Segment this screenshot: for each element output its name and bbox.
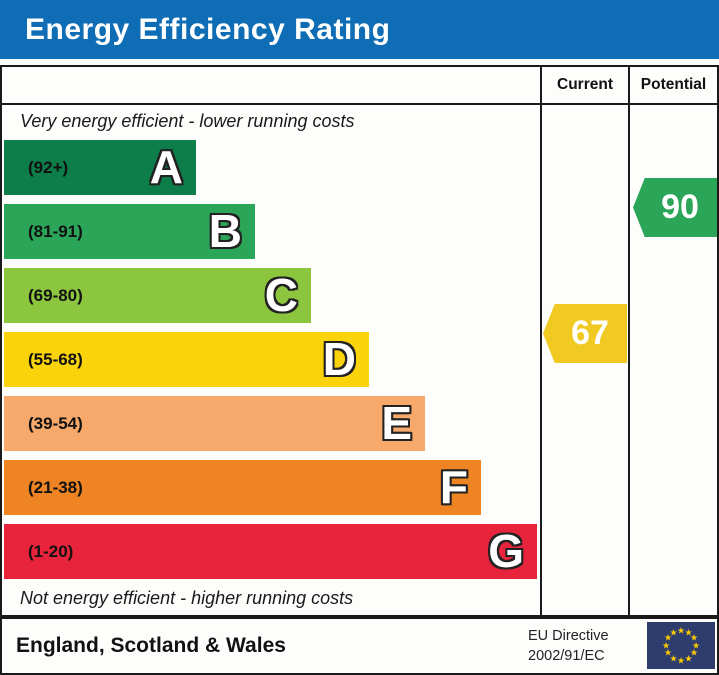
band-range-label: (1-20) [28,541,74,561]
bottom-note: Not energy efficient - higher running co… [20,588,354,608]
band-letter: F [439,460,468,513]
eu-star-icon: ★ [669,627,678,637]
current-rating-marker: 67 [543,304,627,363]
potential-rating-marker: 90 [633,178,717,237]
band-range-label: (92+) [28,157,69,177]
region-label: England, Scotland & Wales [16,634,286,657]
eu-star-icon: ★ [689,647,699,658]
top-note: Very energy efficient - lower running co… [20,111,355,131]
eu-directive-line1: EU Directive [528,628,609,644]
band-row-d: (55-68) D [4,332,369,387]
current-rating-value: 67 [571,314,609,352]
eu-star-icon: ★ [689,632,699,643]
column-header-potential: Potential [640,76,707,93]
band-range-label: (69-80) [28,285,83,305]
eu-star-icon: ★ [663,647,673,658]
eu-star-icon: ★ [684,627,693,637]
column-divider [628,67,630,615]
eu-star-icon: ★ [676,625,686,635]
band-range-label: (81-91) [28,221,83,241]
band-letter: G [488,524,524,577]
header-divider [2,103,717,105]
footer: England, Scotland & Wales EU Directive 2… [0,617,719,675]
band-letter: A [149,140,183,193]
title-bar: Energy Efficiency Rating [0,0,719,59]
band-row-g: (1-20) G [4,524,537,579]
column-header-current: Current [557,76,613,93]
eu-directive-line2: 2002/91/EC [528,648,605,664]
band-letter: E [381,396,412,449]
rating-table: Current Potential Very energy efficient … [0,65,719,617]
eu-directive-text: EU Directive 2002/91/EC [528,626,609,666]
band-letter: B [208,204,242,257]
column-divider [540,67,542,615]
eu-star-icon: ★ [676,655,686,665]
eu-star-icon: ★ [663,632,673,643]
band-row-e: (39-54) E [4,396,425,451]
band-letter: C [264,268,298,321]
band-row-c: (69-80) C [4,268,311,323]
band-range-label: (39-54) [28,413,83,433]
band-row-a: (92+) A [4,140,196,195]
band-range-label: (21-38) [28,477,83,497]
band-range-label: (55-68) [28,349,83,369]
page-title: Energy Efficiency Rating [25,13,391,46]
eu-star-icon: ★ [661,640,671,650]
band-row-f: (21-38) F [4,460,481,515]
band-letter: D [322,332,356,385]
eu-star-icon: ★ [691,640,701,650]
eu-star-icon: ★ [669,653,678,663]
eu-star-icon: ★ [684,653,693,663]
potential-rating-value: 90 [661,188,699,226]
eu-flag-icon: ★ ★ ★ ★ ★ ★ ★ ★ ★ ★ ★ ★ [647,622,715,669]
band-row-b: (81-91) B [4,204,255,259]
